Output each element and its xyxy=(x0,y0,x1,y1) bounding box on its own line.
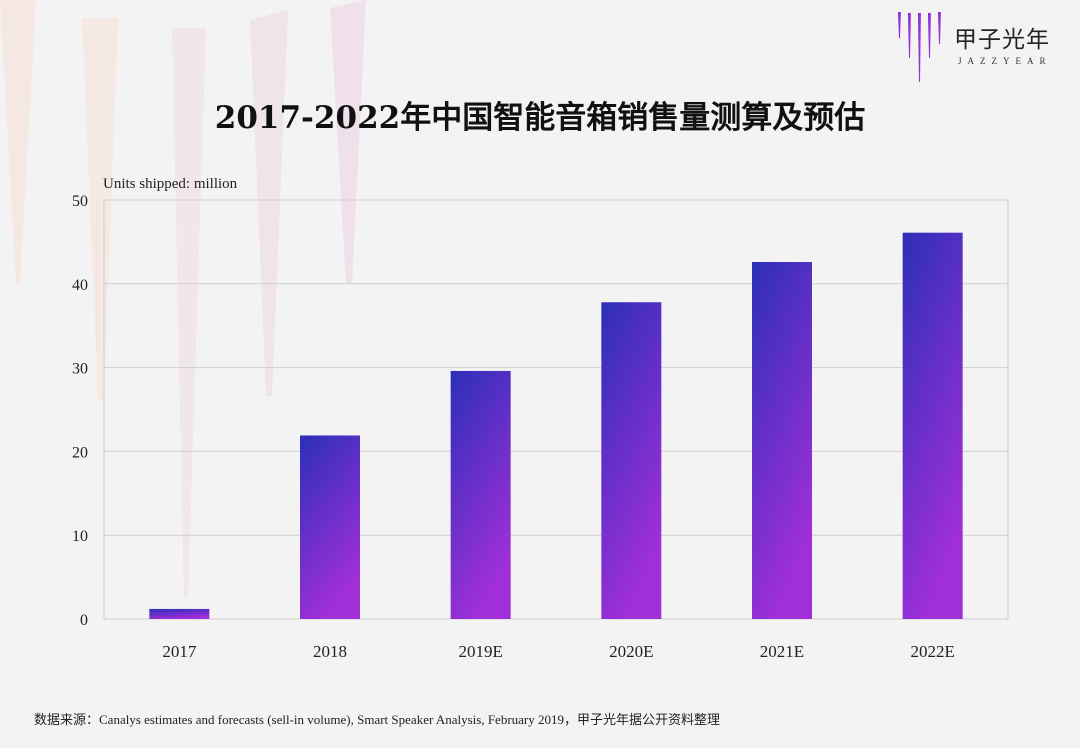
plot-frame xyxy=(103,199,1009,620)
bar-2022E xyxy=(902,232,963,619)
bar-2017 xyxy=(149,608,210,619)
jazzyear-logo: 甲子光年 JAZZYEAR xyxy=(892,8,1072,83)
y-tick-label: 50 xyxy=(72,193,88,210)
bar-2020E xyxy=(601,302,662,619)
x-tick-label: 2020E xyxy=(609,642,653,661)
bar-2019E xyxy=(450,370,511,619)
x-tick-label: 2017 xyxy=(162,642,197,661)
x-tick-label: 2018 xyxy=(313,642,347,661)
bar-2018 xyxy=(300,435,360,619)
logo-text-cn: 甲子光年 xyxy=(954,27,1050,53)
logo-text-en: JAZZYEAR xyxy=(958,56,1052,66)
y-axis-label: Units shipped: million xyxy=(103,176,238,192)
x-tick-label: 2021E xyxy=(760,642,804,661)
y-tick-label: 30 xyxy=(72,361,88,378)
x-tick-label: 2022E xyxy=(910,642,954,661)
bar-2021E xyxy=(752,262,812,619)
y-tick-label: 10 xyxy=(72,528,88,545)
y-tick-label: 20 xyxy=(72,444,88,461)
source-note: 数据来源：Canalys estimates and forecasts (se… xyxy=(34,712,721,727)
y-tick-label: 0 xyxy=(80,612,88,629)
y-tick-label: 40 xyxy=(72,277,88,294)
x-tick-label: 2019E xyxy=(458,642,502,661)
chart-title: 2017-2022年中国智能音箱销售量测算及预估 xyxy=(214,100,866,136)
logo-mark-icon xyxy=(898,12,941,82)
